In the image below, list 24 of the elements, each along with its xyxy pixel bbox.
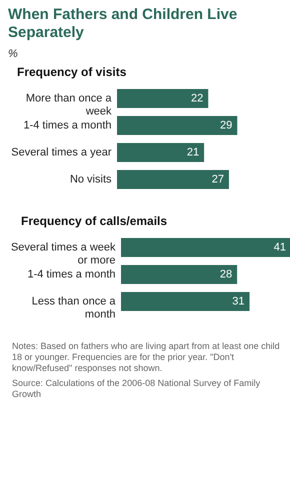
- y-tick-label: 1-4 times a month: [23, 120, 112, 132]
- data-label: 22: [190, 92, 204, 104]
- bar: [117, 170, 229, 189]
- chart-title: Frequency of visits: [17, 65, 127, 79]
- y-tick-label: Less than once a month: [32, 296, 116, 320]
- y-tick-label: Several times a week or more: [10, 242, 116, 266]
- bar: [117, 116, 238, 135]
- text: %: [8, 48, 19, 60]
- data-label: 31: [232, 296, 245, 308]
- text: When Fathers and Children Live Separately: [8, 6, 238, 42]
- data-label: 41: [274, 242, 286, 254]
- bar: [117, 143, 204, 162]
- data-label: 27: [212, 174, 224, 186]
- y-tick-label: Several times a year: [11, 146, 112, 158]
- y-tick-label: No visits: [70, 174, 112, 186]
- bar: [117, 89, 208, 108]
- source-note: Source: Calculations of the 2006-08 National Survey of Family Growth: [12, 378, 262, 400]
- y-tick-label: More than once a week: [26, 92, 112, 118]
- text: Notes: Based on fathers who are living apart from at least one child 18 or younger. Frequencies are for the prior year. "Don't know/Refused" responses not shown.: [12, 341, 281, 374]
- data-label: 28: [220, 268, 232, 280]
- chart-title: Frequency of calls/emails: [21, 214, 168, 228]
- y-tick-label: 1-4 times a month: [27, 268, 116, 280]
- data-label: 29: [220, 120, 232, 132]
- data-label: 21: [186, 146, 200, 158]
